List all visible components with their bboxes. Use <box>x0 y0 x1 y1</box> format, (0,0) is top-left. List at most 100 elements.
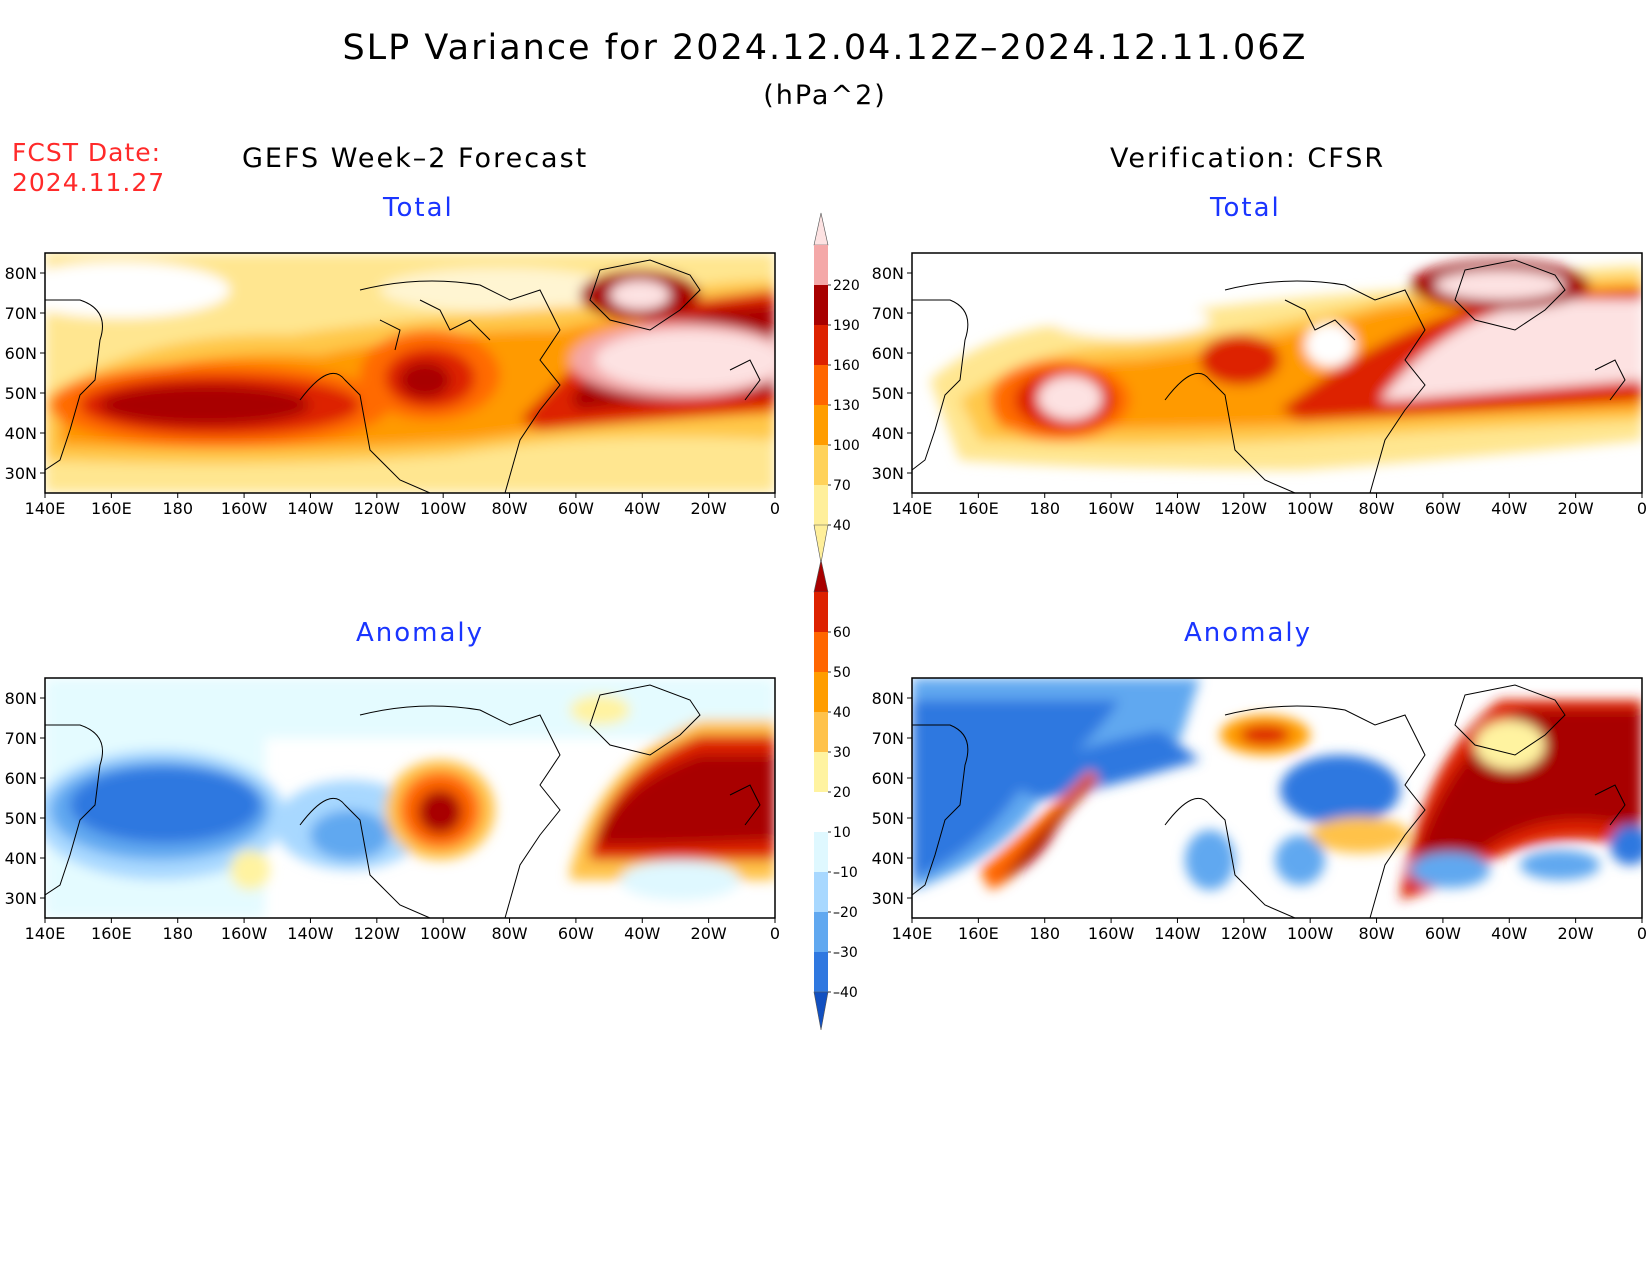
lat-tick-label: 70N <box>872 304 904 323</box>
lon-tick-label: 60W <box>558 924 594 943</box>
lon-tick-label: 120W <box>1221 499 1268 518</box>
colorbar-label: 50 <box>833 665 851 681</box>
verification-anomaly-shading <box>912 678 1642 900</box>
lat-tick-label: 30N <box>5 464 37 483</box>
colorbar-swatch <box>814 592 828 632</box>
lon-tick-label: 80W <box>1358 924 1394 943</box>
colorbar-label: 60 <box>833 625 851 641</box>
lon-tick-label: 120W <box>354 924 401 943</box>
lon-tick-label: 20W <box>1558 924 1594 943</box>
lon-tick-label: 20W <box>691 924 727 943</box>
fcst-date-value: 2024.11.27 <box>12 168 166 197</box>
lon-tick-label: 60W <box>558 499 594 518</box>
colorbar-swatch <box>814 792 828 832</box>
lon-tick-label: 160E <box>91 499 132 518</box>
lon-tick-label: 140E <box>25 924 66 943</box>
lon-tick-label: 80W <box>491 924 527 943</box>
lat-tick-label: 70N <box>5 729 37 748</box>
colorbar-label: 40 <box>833 518 851 534</box>
lat-tick-label: 60N <box>5 769 37 788</box>
colorbar-swatch <box>814 285 828 325</box>
lat-tick-label: 80N <box>5 264 37 283</box>
lon-tick-label: 160E <box>91 924 132 943</box>
lon-tick-label: 140E <box>892 499 933 518</box>
lat-tick-label: 80N <box>872 689 904 708</box>
lon-tick-label: 160W <box>1088 924 1135 943</box>
colorbar-bottom-arrow <box>813 991 829 1031</box>
lon-tick-label: 140E <box>892 924 933 943</box>
lon-tick-label: 140W <box>287 924 334 943</box>
lat-tick-label: 50N <box>872 384 904 403</box>
lon-tick-label: 40W <box>624 924 660 943</box>
colorbar-label: 100 <box>833 438 860 454</box>
colorbar-swatch <box>814 445 828 485</box>
colorbar-top-arrow <box>813 212 829 246</box>
lon-tick-label: 100W <box>420 499 467 518</box>
verification-column-title: Verification: CFSR <box>1110 143 1386 174</box>
lat-tick-label: 80N <box>872 264 904 283</box>
colorbar-swatch <box>814 912 828 952</box>
lat-tick-label: 40N <box>5 424 37 443</box>
colorbar-swatch <box>814 872 828 912</box>
coastlines <box>45 684 761 918</box>
colorbar-bottom-arrow <box>813 524 829 564</box>
anomaly-colorbar: 60 50 40 30 20 10 –10 –20 –30 –40 <box>813 559 858 1031</box>
colorbar-swatch <box>814 485 828 525</box>
forecast-total-map <box>44 252 776 494</box>
lon-tick-label: 0 <box>770 499 780 518</box>
lat-tick-label: 80N <box>5 689 37 708</box>
verif-total-subtitle: Total <box>1210 193 1281 223</box>
colorbar-label: 220 <box>833 278 860 294</box>
lat-tick-label: 40N <box>872 849 904 868</box>
lat-tick-label: 30N <box>872 889 904 908</box>
colorbar-swatch <box>814 832 828 872</box>
colorbar-swatch <box>814 325 828 365</box>
verification-total-map <box>911 252 1643 494</box>
forecast-total-shading <box>45 253 775 493</box>
lon-tick-label: 160W <box>1088 499 1135 518</box>
lat-tick-label: 70N <box>5 304 37 323</box>
lon-tick-label: 40W <box>624 499 660 518</box>
fcst-date-label: FCST Date: <box>12 138 162 167</box>
colorbar-label: 70 <box>833 478 851 494</box>
colorbar-swatch <box>814 365 828 405</box>
lon-tick-label: 40W <box>1491 499 1527 518</box>
lat-tick-label: 70N <box>872 729 904 748</box>
forecast-column-title: GEFS Week–2 Forecast <box>242 143 589 174</box>
colorbar-swatch <box>814 712 828 752</box>
coastlines <box>912 684 1626 918</box>
lon-tick-label: 100W <box>420 924 467 943</box>
lat-tick-label: 50N <box>5 809 37 828</box>
lon-tick-label: 120W <box>354 499 401 518</box>
lat-tick-label: 50N <box>5 384 37 403</box>
lat-tick-label: 60N <box>872 344 904 363</box>
lon-tick-label: 160E <box>958 924 999 943</box>
lon-tick-label: 0 <box>1637 499 1647 518</box>
colorbar-label: –40 <box>833 985 858 1001</box>
lon-tick-label: 120W <box>1221 924 1268 943</box>
coastlines <box>45 259 761 493</box>
lon-tick-label: 180 <box>162 499 193 518</box>
lat-tick-label: 60N <box>872 769 904 788</box>
lon-tick-label: 100W <box>1287 499 1334 518</box>
axis-labels: 140E 160E 180 160W 140W 120W 100W 80W 60W 40W 20W 0… <box>5 264 1647 943</box>
lat-tick-label: 30N <box>872 464 904 483</box>
colorbar-label: 30 <box>833 745 851 761</box>
lon-tick-label: 20W <box>1558 499 1594 518</box>
verification-anomaly-map <box>911 677 1643 919</box>
lon-tick-label: 80W <box>1358 499 1394 518</box>
lat-tick-label: 60N <box>5 344 37 363</box>
total-colorbar: 220 190 160 130 100 70 40 <box>813 212 860 564</box>
colorbar-label: –20 <box>833 905 858 921</box>
lon-tick-label: 40W <box>1491 924 1527 943</box>
colorbar-label: 130 <box>833 398 860 414</box>
colorbar-swatch <box>814 632 828 672</box>
colorbar-label: –10 <box>833 865 858 881</box>
lon-tick-label: 160E <box>958 499 999 518</box>
lon-tick-label: 180 <box>1029 499 1060 518</box>
forecast-anomaly-map <box>44 677 776 919</box>
lon-tick-label: 160W <box>221 924 268 943</box>
colorbar-label: 10 <box>833 825 851 841</box>
colorbar-swatch <box>814 752 828 792</box>
lon-tick-label: 20W <box>691 499 727 518</box>
